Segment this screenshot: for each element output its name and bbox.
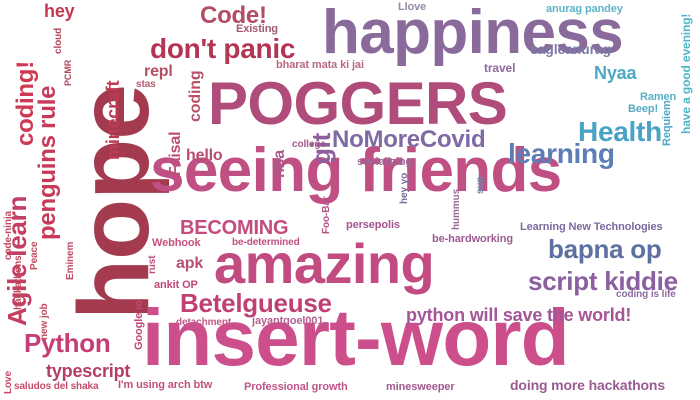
word-nba: nba xyxy=(271,150,288,178)
word-eminem: Eminem xyxy=(65,241,76,280)
word-coding: coding xyxy=(187,70,204,122)
word-stas: stas xyxy=(136,79,156,90)
word-socializing: socializing xyxy=(357,156,413,168)
word-faisal: Faisal xyxy=(167,131,184,176)
word-becoming: BECOMING xyxy=(180,217,289,239)
word-saludos-del-shaka: saludos del shaka xyxy=(14,381,99,392)
word-dont-panic: don't panic xyxy=(150,33,296,64)
word-detachment: detachment xyxy=(176,317,232,328)
word-rust: rust xyxy=(147,255,158,275)
word-google-io: Google io xyxy=(133,300,145,350)
word-college: college xyxy=(292,139,326,150)
word-bapna-op: bapna op xyxy=(548,234,662,264)
word-ankit-op: ankit OP xyxy=(154,279,198,291)
word-python-save: python will save the world! xyxy=(406,305,632,325)
word-cloud: cloud xyxy=(53,27,64,54)
word-professional-growth: Professional growth xyxy=(244,381,348,393)
word-code-ninja: code-ninja xyxy=(3,210,14,260)
word-persepolis: persepolis xyxy=(346,219,400,231)
word-existing: Existing xyxy=(236,23,278,35)
word-penguins-rule: penguins rule xyxy=(34,85,61,240)
word-pcmr: PCMR xyxy=(63,59,73,86)
word-insert-word: insert-word xyxy=(142,293,570,382)
word-webhook: Webhook xyxy=(152,237,201,249)
word-hackathons: hackathons xyxy=(13,255,24,310)
word-coding-is-life: coding is life xyxy=(616,289,676,300)
word-minesweeper: minesweeper xyxy=(386,381,455,393)
word-health: Health xyxy=(578,116,662,147)
word-doing-more-hackathons: doing more hackathons xyxy=(510,377,665,393)
word-learning: learning xyxy=(508,138,615,169)
word-repl: repl xyxy=(144,63,173,80)
word-nomorecovid: NoMoreCovid xyxy=(332,126,486,153)
word-poggers: POGGERS xyxy=(208,70,508,137)
word-hey: hey xyxy=(44,1,75,21)
word-nyaa: Nyaa xyxy=(594,63,637,83)
word-sup: sup xyxy=(475,176,486,194)
word-llove: Llove xyxy=(398,1,427,13)
word-travel: travel xyxy=(484,61,516,75)
word-love: Love xyxy=(3,371,14,394)
word-requiem: Requiem xyxy=(661,100,673,146)
word-betelgueuse: Betelgueuse xyxy=(180,288,332,318)
word-bharat-mata-ki-jai: bharat mata ki jai xyxy=(276,59,364,71)
word-hey-yo: hey yo xyxy=(399,172,410,204)
word-be-determined: be-determined xyxy=(232,237,300,248)
word-peace: Peace xyxy=(29,241,40,270)
word-amazing: amazing xyxy=(214,232,435,295)
word-typescript: typescript xyxy=(46,361,131,381)
word-python: Python xyxy=(24,328,111,358)
word-foo-bar: Foo-Bar xyxy=(321,196,332,234)
word-apk: apk xyxy=(176,255,204,272)
word-code: Code! xyxy=(200,2,267,29)
word-eagleanurag: eagleanurag xyxy=(530,41,611,57)
word-anurag-pandey: anurag pandey xyxy=(546,3,623,15)
word-hello: hello xyxy=(186,147,223,164)
word-script-kiddie: script kiddie xyxy=(528,266,678,296)
word-happiness: happiness xyxy=(322,0,624,67)
word-hummus: hummus xyxy=(451,188,462,230)
word-minecraft: minecraft xyxy=(103,80,123,160)
word-be-hardworking: be-hardworking xyxy=(432,233,513,245)
word-have-good-evening: have a good evening! xyxy=(679,13,693,134)
word-learning-new-tech: Learning New Technologies xyxy=(520,221,663,233)
word-jayantgoel001: jayantgoel001 xyxy=(252,315,324,327)
word-new-job: new job xyxy=(39,303,50,340)
word-seeing-friends: seeing friends xyxy=(150,136,562,205)
word-im-using-arch: I'm using arch btw xyxy=(118,379,213,391)
word-beep: Beep! xyxy=(628,103,659,115)
word-ramen: Ramen xyxy=(640,91,677,103)
